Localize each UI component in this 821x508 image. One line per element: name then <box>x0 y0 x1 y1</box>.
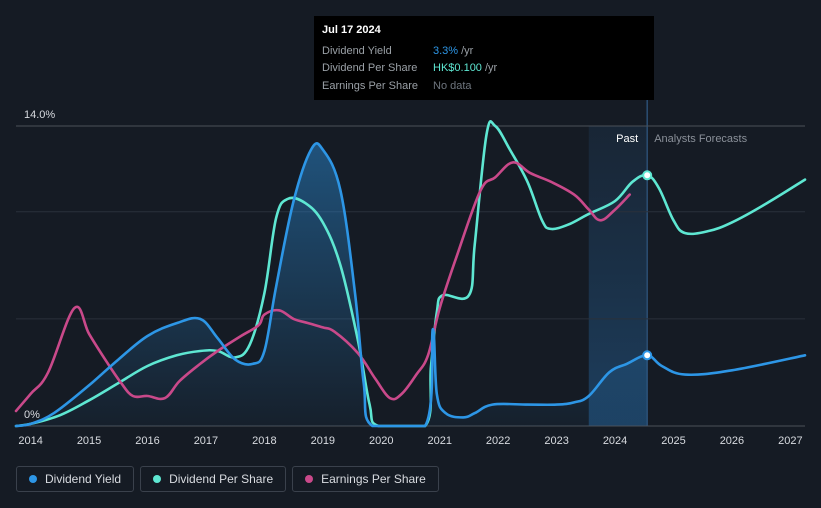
y-axis-top-label: 14.0% <box>24 109 55 121</box>
x-tick-label: 2023 <box>544 435 568 447</box>
x-tick-label: 2022 <box>486 435 510 447</box>
tooltip-row-dividend-yield: Dividend Yield 3.3% /yr <box>322 42 646 60</box>
x-tick-label: 2025 <box>661 435 685 447</box>
x-tick-label: 2027 <box>778 435 802 447</box>
legend-item-dividend-yield[interactable]: Dividend Yield <box>16 466 135 492</box>
tooltip-row-dividend-per-share: Dividend Per Share HK$0.100 /yr <box>322 60 646 78</box>
x-tick-label: 2019 <box>311 435 335 447</box>
tooltip-label: Dividend Yield <box>322 44 392 57</box>
chart-legend: Dividend Yield Dividend Per Share Earnin… <box>16 466 439 492</box>
x-tick-label: 2024 <box>603 435 627 447</box>
forecast-label: Analysts Forecasts <box>654 133 747 145</box>
tooltip-value: No data <box>433 79 472 92</box>
tooltip-date: Jul 17 2024 <box>322 24 381 36</box>
legend-dot-icon <box>29 475 37 483</box>
x-tick-label: 2020 <box>369 435 393 447</box>
chart-tooltip: Jul 17 2024 Dividend Yield 3.3% /yr Divi… <box>314 16 654 100</box>
tooltip-unit: /yr <box>461 44 474 57</box>
x-tick-label: 2018 <box>252 435 276 447</box>
x-tick-label: 2026 <box>720 435 744 447</box>
legend-label: Dividend Per Share <box>169 472 274 486</box>
x-tick-label: 2016 <box>135 435 159 447</box>
tooltip-row-earnings-per-share: Earnings Per Share No data <box>322 77 646 95</box>
tooltip-label: Earnings Per Share <box>322 79 418 92</box>
dividend-yield-line <box>14 142 807 428</box>
legend-label: Earnings Per Share <box>321 472 426 486</box>
tooltip-value: 3.3% <box>433 44 459 57</box>
x-tick-label: 2017 <box>194 435 218 447</box>
legend-item-earnings-per-share[interactable]: Earnings Per Share <box>292 466 439 492</box>
tooltip-label: Dividend Per Share <box>322 62 418 75</box>
tooltip-value: HK$0.100 <box>433 62 482 75</box>
dividend-yield-area <box>16 143 648 426</box>
legend-item-dividend-per-share[interactable]: Dividend Per Share <box>140 466 287 492</box>
past-label: Past <box>616 133 638 145</box>
legend-dot-icon <box>305 475 314 483</box>
earnings-per-share-line <box>14 161 631 413</box>
legend-dot-icon <box>153 475 162 483</box>
dividend-yield-marker <box>642 350 653 361</box>
legend-label: Dividend Yield <box>45 472 122 486</box>
tooltip-unit: /yr <box>484 62 498 75</box>
x-tick-label: 2014 <box>18 435 42 447</box>
x-tick-label: 2021 <box>427 435 451 447</box>
dividend-per-share-marker <box>642 170 653 181</box>
y-axis-bottom-label: 0% <box>24 409 40 421</box>
x-tick-label: 2015 <box>77 435 101 447</box>
